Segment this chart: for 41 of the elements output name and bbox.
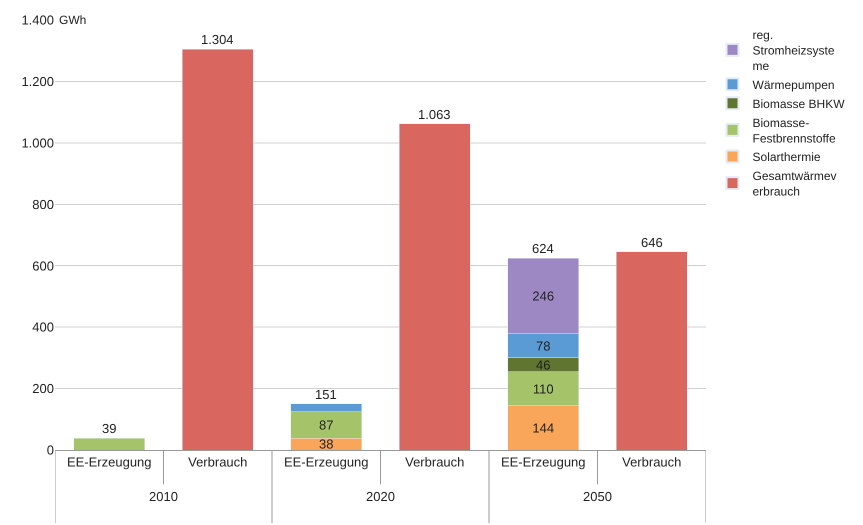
- x-tick-label: EE-Erzeugung: [500, 454, 586, 470]
- bar: [399, 123, 470, 450]
- bar: [616, 251, 688, 450]
- x-tick-label: Verbrauch: [188, 454, 248, 470]
- data-label: 1.304: [201, 32, 234, 47]
- data-label: 46: [536, 357, 550, 372]
- data-label: 110: [532, 381, 554, 396]
- y-tick-label: 400: [32, 320, 54, 335]
- x-tick-label: Verbrauch: [622, 454, 682, 470]
- y-axis-title: GWh: [59, 13, 86, 27]
- data-label: 646: [641, 235, 663, 250]
- data-label: 144: [532, 420, 554, 436]
- total-label: 39: [102, 421, 116, 436]
- data-label: 246: [532, 288, 554, 304]
- text: 2020: [366, 489, 395, 504]
- total-label: 624: [532, 241, 554, 256]
- legend-label: Gesamtwärmev erbrauch: [752, 168, 837, 199]
- y-tick-label: 600: [32, 258, 54, 274]
- total-label: 151: [315, 387, 337, 402]
- y-tick-label: 0: [46, 442, 54, 458]
- text: 2010: [149, 489, 178, 504]
- data-label: 87: [319, 417, 334, 432]
- y-tick-label: 1.200: [21, 74, 54, 89]
- legend-label: Wärmepumpen: [752, 78, 835, 92]
- y-tick-label: 1.400: [21, 12, 54, 28]
- x-tick-label: Verbrauch: [405, 454, 464, 470]
- legend-label: reg. Stromheizsyste me: [752, 28, 835, 74]
- bar: [182, 49, 254, 450]
- y-tick-label: 800: [32, 196, 54, 212]
- bar: [74, 438, 145, 450]
- y-tick-label: 200: [32, 381, 54, 396]
- data-label: 38: [319, 436, 334, 452]
- legend-label: Biomasse BHKW: [752, 96, 846, 111]
- y-tick-label: 1.000: [21, 135, 54, 150]
- x-tick-label: EE-Erzeugung: [284, 454, 369, 470]
- text: 2050: [583, 489, 612, 504]
- legend-label: Biomasse- Festbrennstoffe: [752, 116, 836, 146]
- data-label: 1.063: [418, 107, 451, 122]
- data-label: 78: [536, 338, 550, 354]
- x-tick-label: EE-Erzeugung: [66, 454, 152, 470]
- legend-label: Solarthermie: [752, 150, 821, 164]
